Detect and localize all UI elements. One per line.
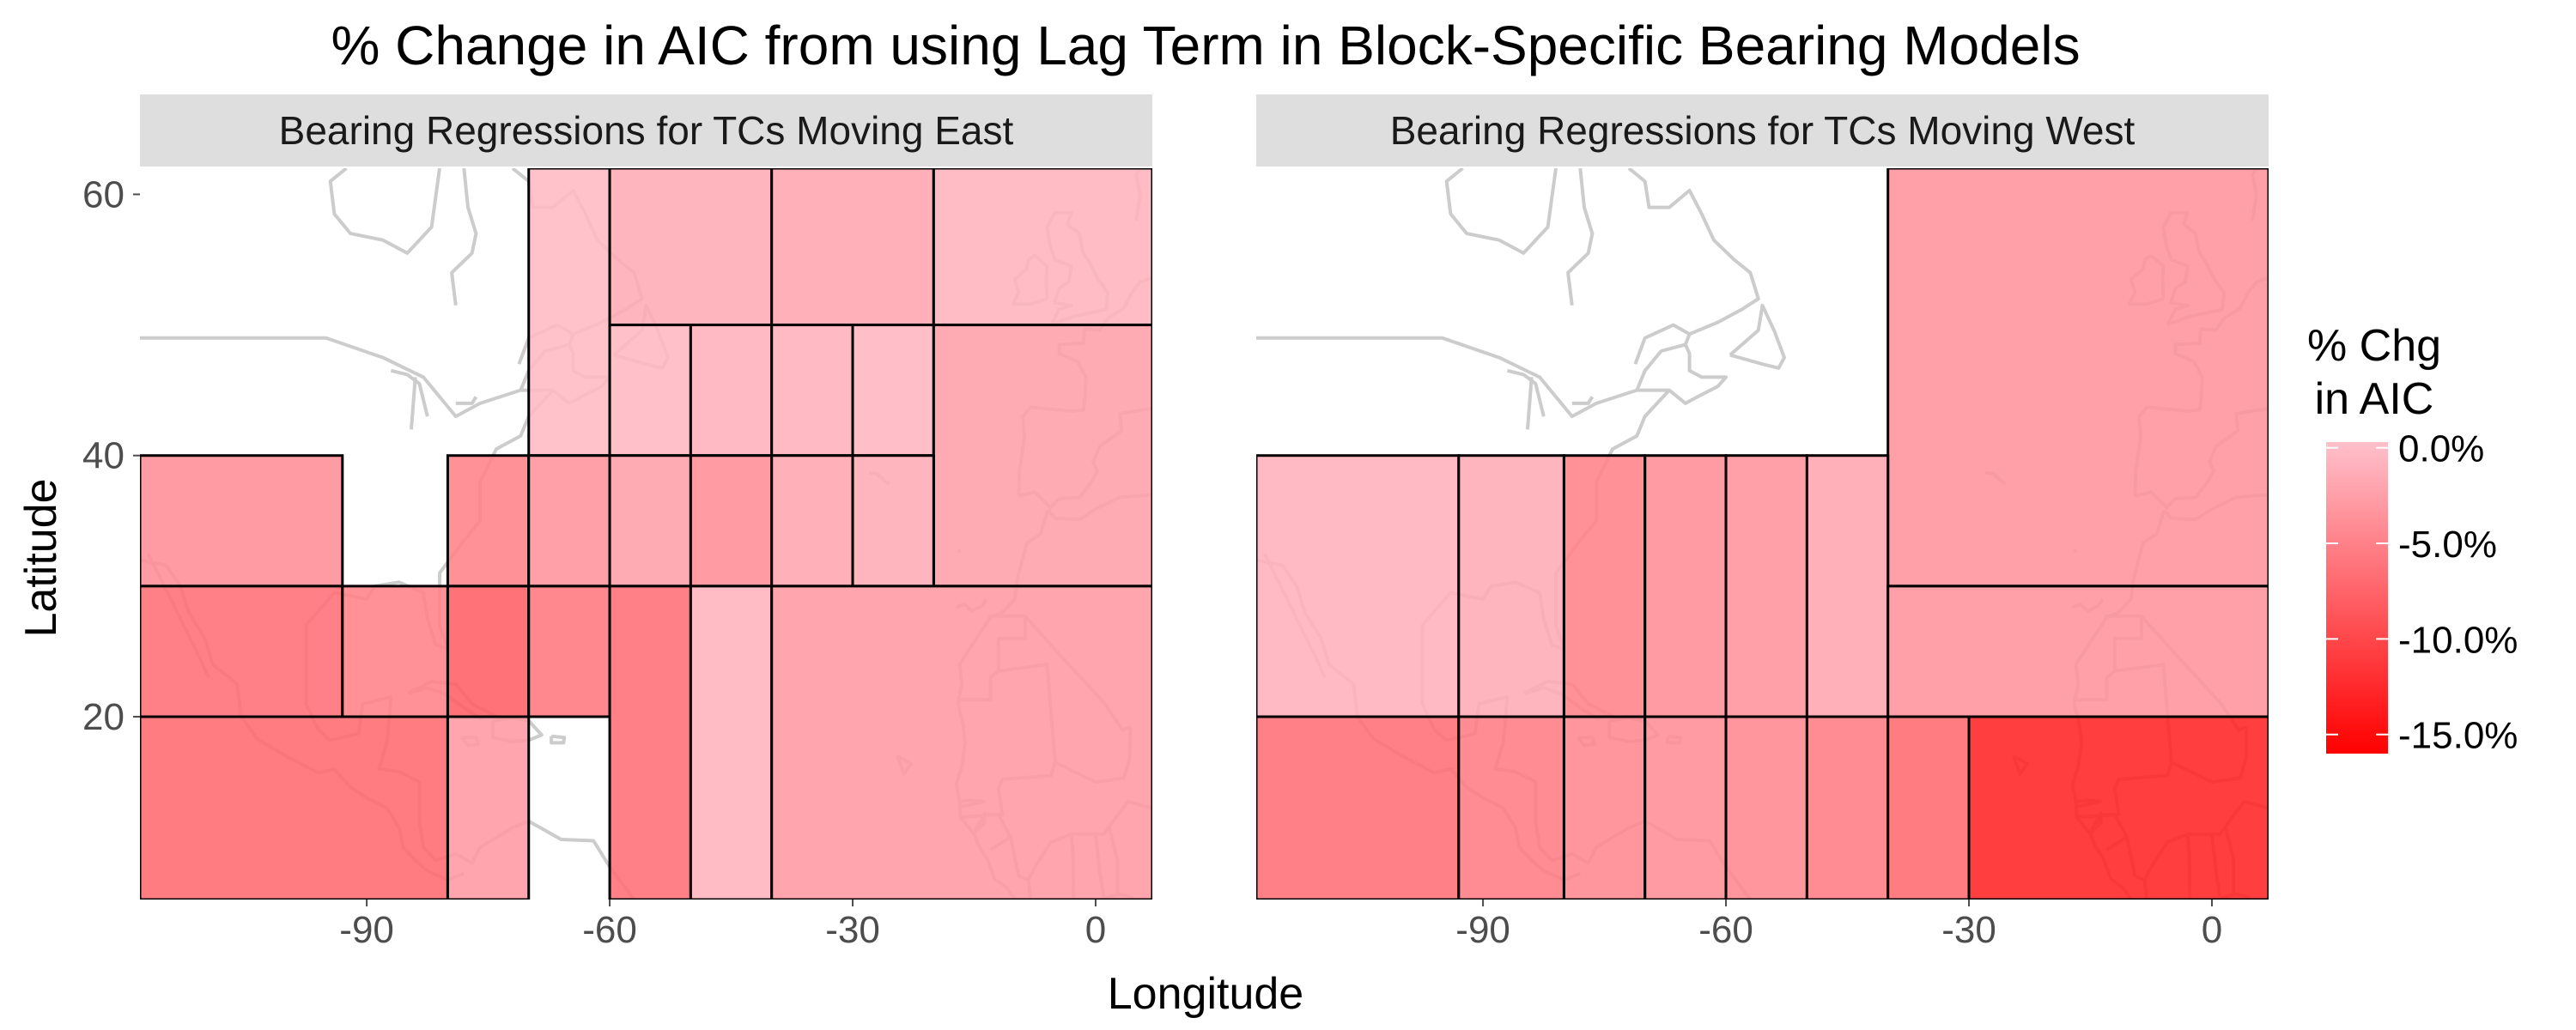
heatmap-block xyxy=(1457,715,1565,900)
plot-area xyxy=(1256,168,2269,900)
chart-title: % Change in AIC from using Lag Term in B… xyxy=(331,15,2080,76)
heatmap-block xyxy=(527,168,611,457)
coastline xyxy=(1627,168,1760,336)
heatmap-block xyxy=(689,324,774,457)
heatmap-block xyxy=(608,454,692,588)
heatmap-block xyxy=(932,324,1152,588)
coastline xyxy=(1506,368,1546,417)
coastline xyxy=(1566,168,1595,306)
x-tick-label: 0 xyxy=(1085,909,1106,951)
legend-label: -10.0% xyxy=(2398,619,2518,661)
legend-label: 0.0% xyxy=(2398,428,2484,470)
heatmap-block xyxy=(1805,454,1890,718)
legend-label: -15.0% xyxy=(2398,715,2518,757)
heatmap-block xyxy=(770,454,854,588)
plot-area xyxy=(140,168,1152,900)
facet-strip xyxy=(140,94,1152,167)
legend-ticks: 0.0% -5.0% -10.0% -15.0% xyxy=(2326,428,2518,757)
heatmap-block xyxy=(689,454,774,588)
coastline xyxy=(328,168,441,255)
heatmap-block xyxy=(446,585,531,718)
legend-title-line1: % Chg xyxy=(2307,321,2441,371)
coastline xyxy=(410,377,417,430)
y-axis-title: Latitude xyxy=(16,478,66,637)
coastline xyxy=(390,368,429,417)
heatmap-block xyxy=(341,585,449,718)
y-tick-label: 20 xyxy=(82,696,125,738)
heatmap-block xyxy=(446,454,531,588)
heatmap-block xyxy=(1457,454,1565,718)
coastline xyxy=(450,168,478,306)
heatmap-block xyxy=(851,324,935,457)
legend-colorbar xyxy=(2326,442,2388,754)
heatmap-block xyxy=(932,168,1152,327)
heatmap-block xyxy=(851,454,935,588)
x-tick-label: -60 xyxy=(1698,909,1753,951)
facet-panels: Bearing Regressions for TCs Moving East -… xyxy=(82,94,2269,951)
heatmap-block xyxy=(1562,715,1647,900)
heatmap-block xyxy=(770,585,1152,900)
heatmap-block xyxy=(1886,715,1971,900)
heatmap-block xyxy=(1643,715,1728,900)
heatmap-block xyxy=(446,715,531,900)
heatmap-block xyxy=(1805,715,1890,900)
coastline xyxy=(1526,377,1534,430)
x-tick-label: -60 xyxy=(582,909,637,951)
facet-strip xyxy=(1256,94,2269,167)
heatmap-block xyxy=(608,324,692,457)
heatmap-block xyxy=(1256,715,1461,900)
heatmap-block xyxy=(1724,715,1808,900)
legend-label: -5.0% xyxy=(2398,524,2497,566)
coastline xyxy=(1571,396,1595,405)
coastline xyxy=(455,396,478,405)
heatmap-block xyxy=(1967,715,2269,900)
heatmap-block xyxy=(527,454,611,588)
legend: % Chg in AIC 0.0% -5.0% -10.0% -15.0% xyxy=(2307,321,2518,757)
x-tick-label: -30 xyxy=(825,909,880,951)
heatmap-block xyxy=(1886,168,2269,588)
heatmap-block xyxy=(1562,454,1647,718)
heatmap-block xyxy=(608,585,692,900)
heatmap-block xyxy=(1724,454,1808,718)
coastline xyxy=(550,734,567,745)
heatmap-block xyxy=(1643,454,1728,718)
heatmap-block xyxy=(689,585,774,900)
facet-strip-label: Bearing Regressions for TCs Moving East xyxy=(279,108,1014,153)
coastline xyxy=(1668,343,1728,405)
legend-title-line2: in AIC xyxy=(2315,374,2434,424)
heatmap-block xyxy=(1256,454,1461,718)
heatmap-block xyxy=(140,454,344,588)
heatmap-block xyxy=(770,324,854,457)
heatmap-block xyxy=(140,715,449,900)
x-tick-label: 0 xyxy=(2202,909,2222,951)
y-tick-label: 40 xyxy=(82,435,125,477)
heatmap-block xyxy=(527,585,611,718)
heatmap-block xyxy=(1886,585,2269,718)
heatmap-block xyxy=(140,585,344,718)
coastline xyxy=(1633,323,1692,391)
panel-1: Bearing Regressions for TCs Moving East -… xyxy=(82,94,1152,951)
coastline xyxy=(1728,303,1786,370)
heatmap-block xyxy=(608,168,774,327)
heatmap-block xyxy=(770,168,935,327)
panel-2: Bearing Regressions for TCs Moving West -… xyxy=(1256,94,2269,951)
coastline xyxy=(1444,168,1558,255)
x-tick-label: -90 xyxy=(1455,909,1510,951)
x-axis-title: Longitude xyxy=(1108,969,1303,1019)
facet-strip-label: Bearing Regressions for TCs Moving West xyxy=(1390,108,2136,153)
x-tick-label: -90 xyxy=(339,909,394,951)
x-tick-label: -30 xyxy=(1941,909,1996,951)
y-tick-label: 60 xyxy=(82,173,125,215)
